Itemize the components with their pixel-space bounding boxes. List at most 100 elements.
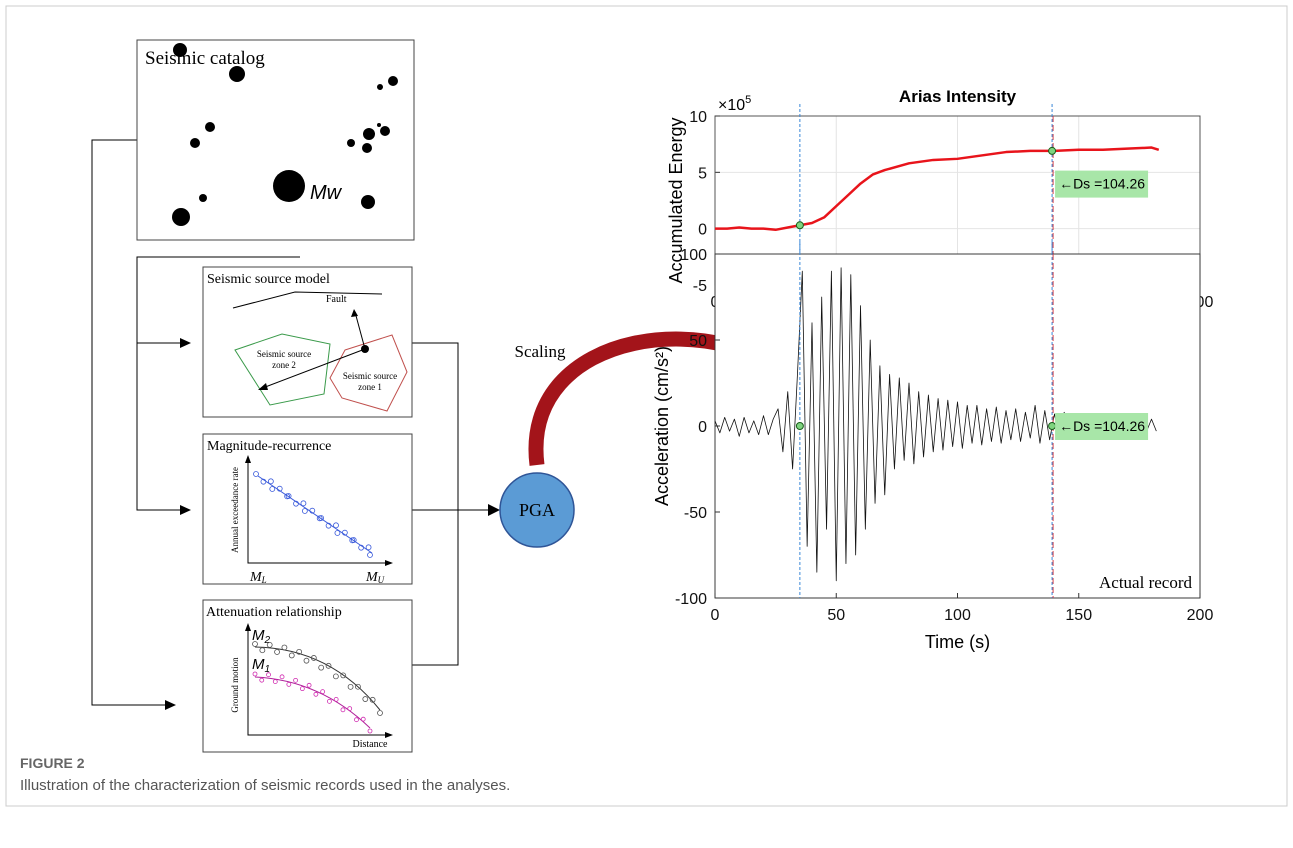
event (361, 195, 375, 209)
sample-point (355, 683, 361, 690)
sample-point (354, 717, 359, 723)
connector (136, 256, 300, 511)
x-tick-label: 50 (827, 607, 845, 624)
arrowhead (245, 623, 251, 631)
event (173, 43, 187, 57)
sample-point (367, 728, 373, 734)
event (362, 143, 372, 153)
arrowhead (180, 338, 191, 348)
sample-point (303, 657, 310, 664)
arrowhead (180, 505, 191, 515)
data-line (715, 146, 1160, 232)
subscript: 2 (264, 635, 271, 646)
fault-line (232, 291, 383, 309)
arrowhead (351, 309, 358, 317)
y-tick-label: 0 (698, 419, 707, 436)
event (347, 139, 355, 147)
plot-border (714, 253, 1201, 599)
figure-frame (5, 5, 1288, 807)
sample-point (320, 689, 326, 695)
label: M (249, 570, 263, 585)
zone-2-label: Seismic source zone 2 (257, 349, 311, 370)
sample-point (350, 537, 357, 543)
sample-point (260, 478, 267, 485)
caption-label: FIGURE 2 (20, 755, 85, 771)
sample-point (293, 500, 299, 507)
sample-point (301, 508, 308, 514)
recurrence-title: Magnitude-recurrence (207, 439, 331, 454)
subscript: L (261, 575, 267, 585)
sample-point (252, 641, 258, 647)
y-tick-label: 0 (698, 222, 707, 239)
source-model-title: Seismic source model (207, 272, 330, 287)
sample-point (325, 522, 332, 529)
m1-label: M1 (252, 656, 270, 675)
x-tick-label: 150 (1065, 607, 1092, 624)
distance-line (259, 348, 366, 390)
connector (412, 342, 459, 666)
arrowhead (258, 383, 268, 390)
sample-point (318, 664, 325, 671)
event (172, 208, 190, 226)
sample-point (299, 686, 305, 692)
subscript: 1 (265, 664, 271, 675)
sample-point (365, 544, 372, 551)
event (190, 138, 200, 148)
sample-point (272, 679, 278, 684)
event (377, 123, 381, 127)
zone-1 (329, 334, 408, 412)
sample-point (341, 529, 348, 536)
multiplier-base: ×10 (718, 97, 745, 114)
sample-point (347, 706, 353, 711)
sample-point (266, 672, 271, 678)
x-tick-label: 0 (711, 607, 720, 624)
sample-point (334, 530, 341, 536)
sample-point (310, 655, 317, 661)
sample-point (300, 500, 307, 507)
event (363, 128, 375, 140)
multiplier-exp: 5 (745, 94, 751, 106)
event (273, 170, 305, 202)
label: M (365, 570, 379, 585)
sample-point (340, 707, 346, 713)
sample-point (253, 471, 259, 477)
events (172, 43, 398, 226)
sample-point (309, 507, 316, 514)
arrowhead (385, 560, 393, 566)
duration-point (1048, 422, 1057, 430)
attenuation-title: Attenuation relationship (206, 605, 342, 620)
event (388, 76, 398, 86)
sample-point (362, 696, 369, 702)
sample-point (288, 652, 295, 659)
y-tick-label: 50 (689, 333, 707, 350)
magnitude-label: Mw (310, 182, 343, 204)
mu-label: MU (365, 570, 385, 585)
fault-label: Fault (326, 294, 347, 305)
sample-point (377, 710, 383, 716)
pga-node (499, 472, 575, 548)
duration-point (795, 221, 804, 230)
x-tick-label: 200 (1187, 607, 1214, 624)
subscript: U (378, 575, 385, 585)
label: M (252, 656, 265, 673)
arrowhead (488, 504, 500, 516)
diagram: Seismic catalog Mw Seismic source model … (91, 39, 850, 753)
sample-point (252, 671, 258, 677)
ds-box (1055, 413, 1149, 440)
event (199, 194, 207, 202)
duration-point (795, 422, 804, 430)
sample-point (340, 672, 347, 679)
y-tick-label: -100 (675, 591, 707, 608)
label-line: Seismic source (343, 371, 397, 381)
y-axis-label: Accumulated Energy (666, 117, 686, 283)
sample-point (369, 696, 376, 703)
ds-box (1055, 170, 1149, 198)
y-tick-label: -5 (693, 278, 707, 295)
y-tick-label: 5 (698, 165, 707, 182)
catalog-title: Seismic catalog (145, 48, 265, 69)
ml-label: ML (249, 570, 267, 585)
y-axis-label: Annual exceedance rate (230, 467, 240, 553)
x-axis-label: Time (s) (925, 632, 990, 652)
arrowhead (165, 700, 176, 710)
